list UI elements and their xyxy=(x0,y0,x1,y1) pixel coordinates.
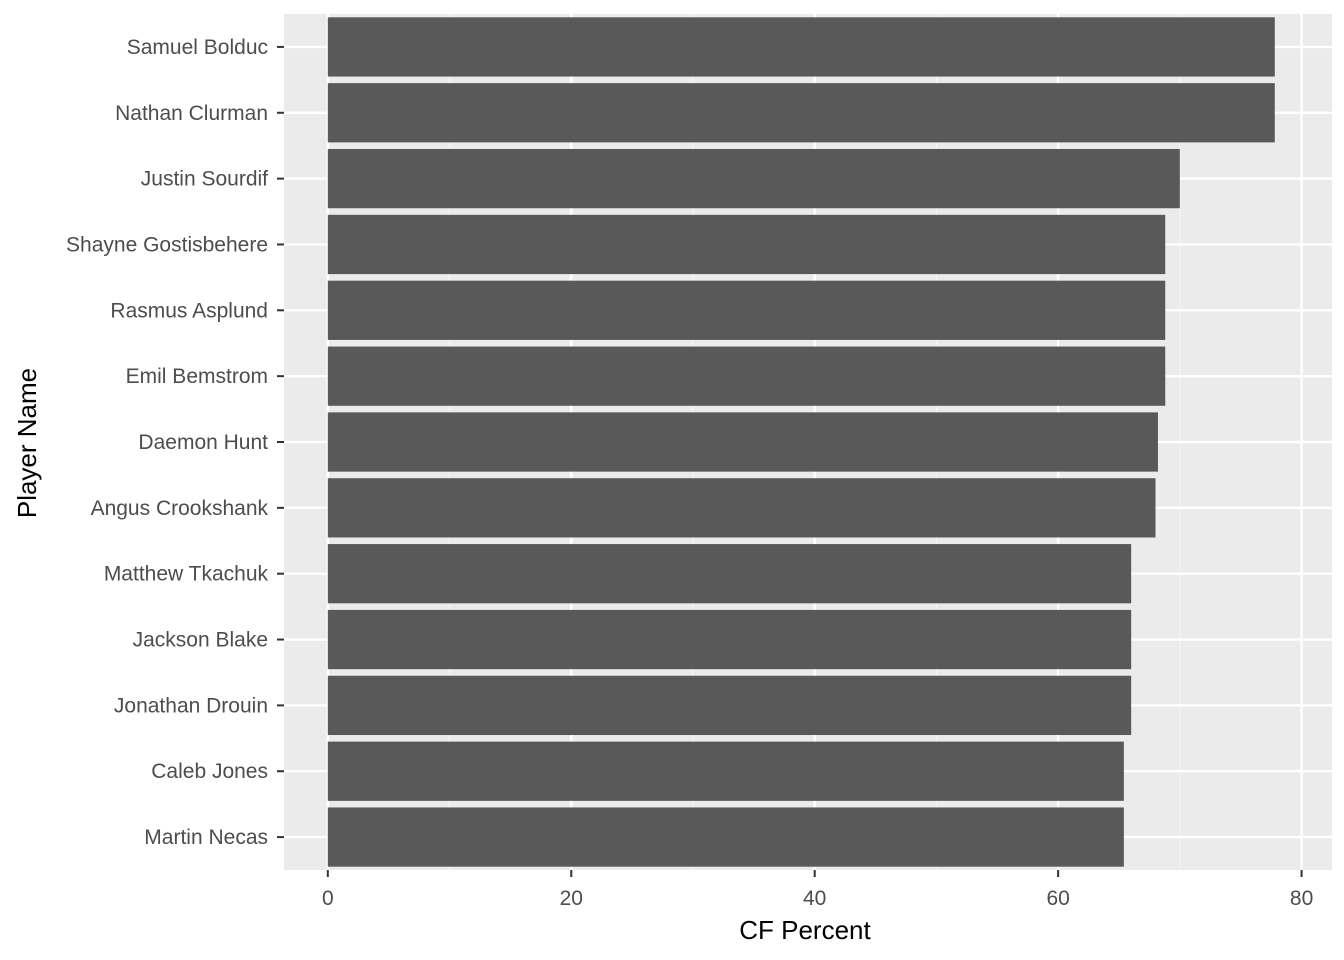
bar xyxy=(327,148,1180,209)
y-tick-label: Caleb Jones xyxy=(151,760,268,783)
bar xyxy=(327,346,1166,406)
x-tick-label: 20 xyxy=(560,887,583,910)
bar xyxy=(327,214,1166,275)
bar xyxy=(327,478,1156,538)
x-tick-label: 0 xyxy=(322,887,334,910)
bar xyxy=(327,280,1166,340)
bar xyxy=(327,741,1124,801)
y-tick-label: Angus Crookshank xyxy=(91,497,269,520)
y-tick-label: Nathan Clurman xyxy=(115,102,268,125)
bar xyxy=(327,807,1124,867)
y-axis-title: Player Name xyxy=(12,368,42,518)
y-tick-label: Justin Sourdif xyxy=(141,168,268,191)
x-tick-label: 60 xyxy=(1046,887,1069,910)
bar xyxy=(327,17,1275,77)
y-tick-label: Samuel Bolduc xyxy=(127,36,268,59)
y-tick-label: Emil Bemstrom xyxy=(126,365,268,388)
y-tick-label: Jackson Blake xyxy=(133,629,268,652)
bar xyxy=(327,609,1132,670)
x-tick-label: 80 xyxy=(1290,887,1313,910)
x-axis-title: CF Percent xyxy=(739,915,871,945)
y-axis: Samuel Bolduc Nathan Clurman Justin Sourdi… xyxy=(66,36,284,849)
bars xyxy=(327,17,1275,867)
y-tick-label: Martin Necas xyxy=(144,826,268,849)
y-tick-label: Rasmus Asplund xyxy=(110,299,268,322)
y-tick-label: Jonathan Drouin xyxy=(114,694,268,717)
bar xyxy=(327,412,1158,472)
bar xyxy=(327,83,1275,143)
x-tick-label: 40 xyxy=(803,887,826,910)
y-tick-label: Daemon Hunt xyxy=(138,431,268,454)
bar xyxy=(327,544,1132,604)
bar xyxy=(327,675,1132,736)
x-axis: 0 20 40 60 80 xyxy=(322,870,1313,910)
y-tick-label: Shayne Gostisbehere xyxy=(66,233,268,256)
y-tick-label: Matthew Tkachuk xyxy=(104,563,269,586)
